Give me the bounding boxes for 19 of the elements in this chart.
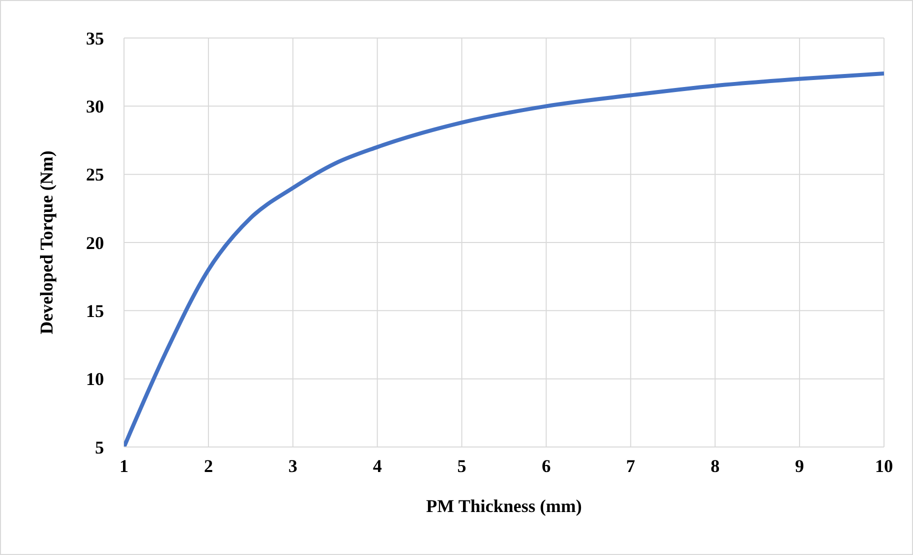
x-tick-label: 9: [795, 456, 804, 476]
x-axis-title: PM Thickness (mm): [426, 496, 582, 516]
x-tick-label: 7: [626, 456, 636, 476]
y-tick-label: 5: [95, 437, 104, 458]
y-tick-label: 35: [86, 28, 104, 48]
y-tick-label: 20: [86, 232, 104, 253]
x-tick-label: 4: [372, 456, 382, 476]
x-tick-label: 10: [875, 456, 893, 476]
y-axis-title: Developed Torque (Nm): [36, 150, 56, 334]
y-tick-label: 10: [86, 369, 104, 390]
x-tick-label: 3: [288, 456, 298, 476]
x-tick-label: 2: [204, 456, 213, 476]
y-tick-label: 30: [86, 96, 104, 117]
x-tick-label: 6: [542, 456, 551, 476]
y-tick-label: 25: [86, 164, 104, 185]
x-tick-label: 5: [457, 456, 466, 476]
x-tick-label: 8: [710, 456, 720, 476]
x-tick-label: 1: [120, 456, 128, 476]
y-tick-label: 15: [86, 301, 104, 322]
